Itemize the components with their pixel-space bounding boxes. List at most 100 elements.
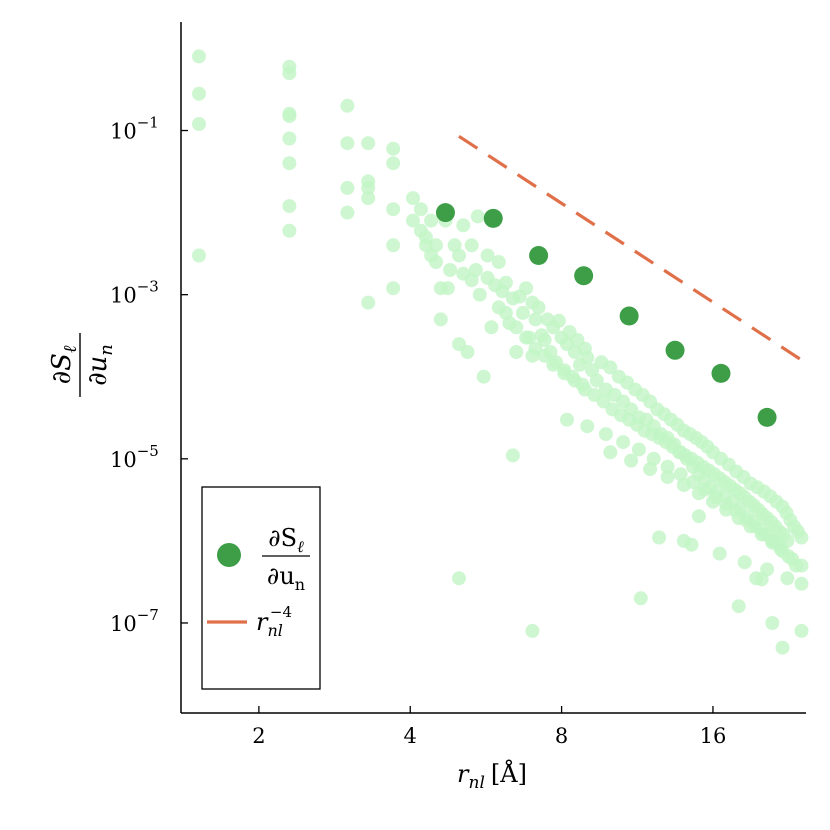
background-point [340,180,355,195]
background-point [282,199,297,214]
background-point [712,546,727,561]
background-point [340,205,355,220]
background-point [498,305,513,320]
x-tick-label: 2 [252,724,265,748]
background-point [361,136,376,151]
background-point [386,281,401,296]
background-point [794,623,809,638]
background-point [780,571,795,586]
background-point [468,263,483,277]
background-point [282,131,297,146]
y-axis-label: ∂Sℓ ∂un [47,333,117,397]
legend-marker-binned [217,543,241,567]
background-point [340,136,355,151]
background-point [386,202,401,217]
background-point [546,357,561,372]
background-point [480,248,495,263]
background-point [456,218,471,233]
binned-point [711,363,731,383]
legend-box [201,486,321,690]
background-point [413,202,428,217]
binned-points [435,203,777,427]
legend-label-reference: rnl−4 [256,603,292,640]
background-point [557,366,572,381]
background-point [580,419,595,434]
legend: ∂Sℓ ∂un rnl−4 [201,486,321,690]
background-point [624,453,639,468]
y-ticks: 10−1 10−3 10−5 10−7 [110,114,188,636]
background-point [460,345,475,359]
background-point [498,275,513,290]
background-point [580,350,595,365]
background-point [660,459,675,474]
background-point [509,345,524,359]
background-point [691,509,706,524]
background-point [192,49,206,64]
background-point [505,448,520,463]
background-point [794,530,809,545]
background-point [443,263,458,277]
background-point [361,180,376,195]
background-point [537,333,552,347]
x-tick-label: 4 [404,724,417,748]
background-point [361,191,376,206]
background-point [633,591,648,606]
background-point [754,572,769,587]
background-point [706,494,720,509]
background-point [282,156,297,171]
background-points [192,49,809,655]
background-point [775,640,790,655]
binned-point [619,306,639,326]
background-point [386,156,401,171]
background-point [282,109,297,124]
background-point [519,281,534,296]
background-point [282,66,297,81]
background-point [519,330,534,345]
background-point [765,616,780,630]
background-point [440,281,455,296]
background-point [192,117,206,131]
svg-text:∂un: ∂un [267,562,305,594]
y-tick-label: 10−5 [110,442,159,472]
background-point [406,191,420,206]
x-ticks: 2 4 8 16 [252,706,726,748]
background-point [598,427,613,442]
background-point [616,435,631,450]
background-point [560,412,574,427]
legend-label-binned: ∂Sℓ ∂un [262,524,310,594]
background-point [794,576,809,591]
y-label-denominator: ∂un [83,344,117,386]
background-point [452,571,466,586]
background-point [765,535,780,550]
background-point [528,312,543,327]
background-point [719,502,734,517]
binned-point [665,340,685,360]
background-point [509,320,524,335]
background-point [429,255,443,269]
background-point [424,213,439,228]
y-label-numerator: ∂Sℓ [47,345,81,384]
background-point [737,555,752,570]
background-point [731,599,746,614]
background-point [491,255,506,269]
background-point [452,248,466,263]
background-point [652,530,667,545]
binned-point [529,246,549,266]
background-point [525,623,540,638]
background-point [743,519,758,534]
background-point [631,442,646,457]
binned-point [435,203,455,223]
background-point [192,86,206,101]
background-point [386,238,401,253]
background-point [551,313,566,328]
background-point [406,213,420,228]
y-tick-label: 10−3 [110,278,159,308]
background-point [691,486,706,501]
background-point [464,238,479,253]
background-point [361,295,376,310]
binned-point [757,407,777,427]
background-point [676,533,691,548]
background-point [386,141,401,156]
background-point [192,248,206,263]
